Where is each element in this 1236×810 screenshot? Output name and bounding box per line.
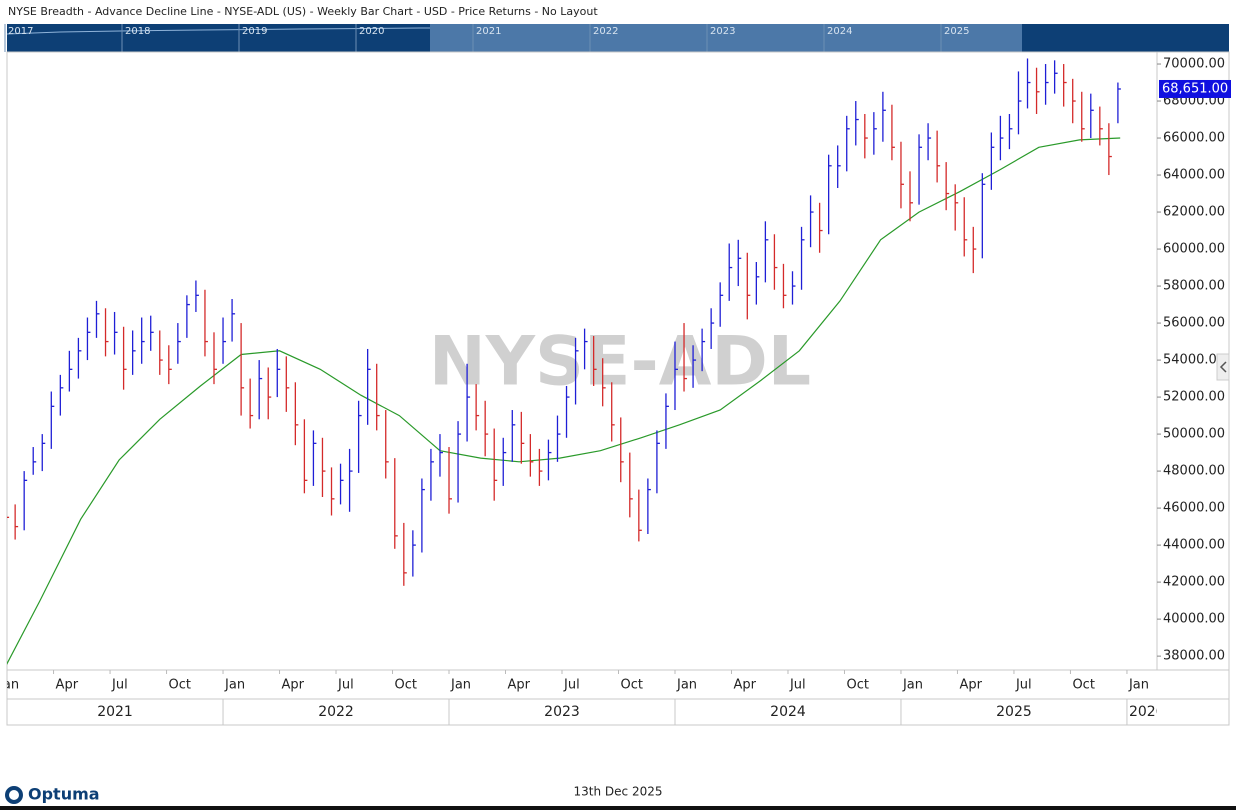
- x-tick-label: Jan: [450, 678, 471, 693]
- navigator-year: 2018: [125, 26, 150, 37]
- last-price-box: [1159, 79, 1231, 98]
- y-tick-label: 54000.00: [1163, 353, 1225, 368]
- x-tick-label: Jul: [563, 678, 580, 693]
- x-tick-label: Jan: [902, 678, 923, 693]
- scroll-tab[interactable]: [1216, 353, 1230, 381]
- x-tick-label: Oct: [169, 678, 191, 693]
- bottom-bar: [0, 806, 1236, 810]
- y-tick-label: 44000.00: [1163, 538, 1225, 553]
- scroll-chevron: [1219, 361, 1227, 373]
- y-tick-label: 40000.00: [1163, 612, 1225, 627]
- x-tick-label: Jan: [224, 678, 245, 693]
- year-label: 2025: [996, 704, 1032, 720]
- y-tick-label: 62000.00: [1163, 205, 1225, 220]
- year-label: 2021: [97, 704, 133, 720]
- logo: Optuma: [28, 785, 100, 804]
- y-tick-label: 58000.00: [1163, 279, 1225, 294]
- x-tick-label: Jul: [111, 678, 128, 693]
- x-tick-label: Oct: [620, 678, 642, 693]
- y-tick-label: 70000.00: [1163, 57, 1225, 72]
- y-tick-label: 56000.00: [1163, 316, 1225, 331]
- y-tick-label: 42000.00: [1163, 575, 1225, 590]
- x-tick-label: Apr: [508, 678, 531, 693]
- navigator-year: 2017: [8, 26, 33, 37]
- last-price-label: 68,651.00: [1162, 81, 1228, 96]
- footer-date: 13th Dec 2025: [574, 785, 663, 799]
- navigator-year: 2022: [593, 26, 618, 37]
- y-tick-label: 66000.00: [1163, 131, 1225, 146]
- x-tick-label: Oct: [1072, 678, 1094, 693]
- x-tick-label: Apr: [56, 678, 79, 693]
- navigator-line: [6, 27, 430, 35]
- x-tick-label: Jul: [789, 678, 806, 693]
- x-tick-label: Apr: [733, 678, 756, 693]
- x-tick-label: Oct: [395, 678, 417, 693]
- x-tick-label: Jan: [676, 678, 697, 693]
- navigator-year: 2021: [476, 26, 501, 37]
- x-tick-label: Apr: [282, 678, 305, 693]
- year-axis: [6, 698, 1230, 726]
- x-tick-label: Jan: [0, 678, 19, 693]
- y-tick-label: 46000.00: [1163, 501, 1225, 516]
- x-tick-label: Apr: [959, 678, 982, 693]
- y-tick-label: 38000.00: [1163, 649, 1225, 664]
- y-tick-label: 52000.00: [1163, 390, 1225, 405]
- navigator-year: 2019: [242, 26, 267, 37]
- navigator-year: 2025: [944, 26, 969, 37]
- navigator-window[interactable]: [430, 24, 1022, 52]
- plot-area: [7, 58, 1121, 665]
- x-tick-label: Jul: [337, 678, 354, 693]
- navigator[interactable]: 2017 2018 2019 2020 2021 2022 2023 2024 2025: [4, 24, 1229, 52]
- x-tick-label: Oct: [846, 678, 868, 693]
- logo-mark: [5, 786, 23, 804]
- chart-title: NYSE Breadth - Advance Decline Line - NY…: [8, 5, 598, 18]
- y-tick-label: 48000.00: [1163, 464, 1225, 479]
- watermark: NYSE-ADL: [429, 323, 811, 402]
- year-label: 2026: [1129, 704, 1165, 720]
- x-tick-label: Jul: [1015, 678, 1032, 693]
- navigator-year: 2023: [710, 26, 735, 37]
- x-tick-label: Jan: [1128, 678, 1149, 693]
- moving-average: [7, 137, 1121, 665]
- y-tick-label: 64000.00: [1163, 168, 1225, 183]
- navigator-year: 2024: [827, 26, 852, 37]
- y-axis: 38000.00 40000.00 42000.00 44000.00 46000.00…: [1157, 57, 1231, 664]
- navigator-year: 2020: [359, 26, 384, 37]
- x-axis: Jan Apr Jul Oct Jan Apr Jul Oct Jan Apr Jul Oct Jan A…: [0, 670, 1165, 725]
- year-label: 2022: [318, 704, 354, 720]
- year-label: 2024: [770, 704, 806, 720]
- year-label: 2023: [544, 704, 580, 720]
- y-tick-label: 50000.00: [1163, 427, 1225, 442]
- y-tick-label: 60000.00: [1163, 242, 1225, 257]
